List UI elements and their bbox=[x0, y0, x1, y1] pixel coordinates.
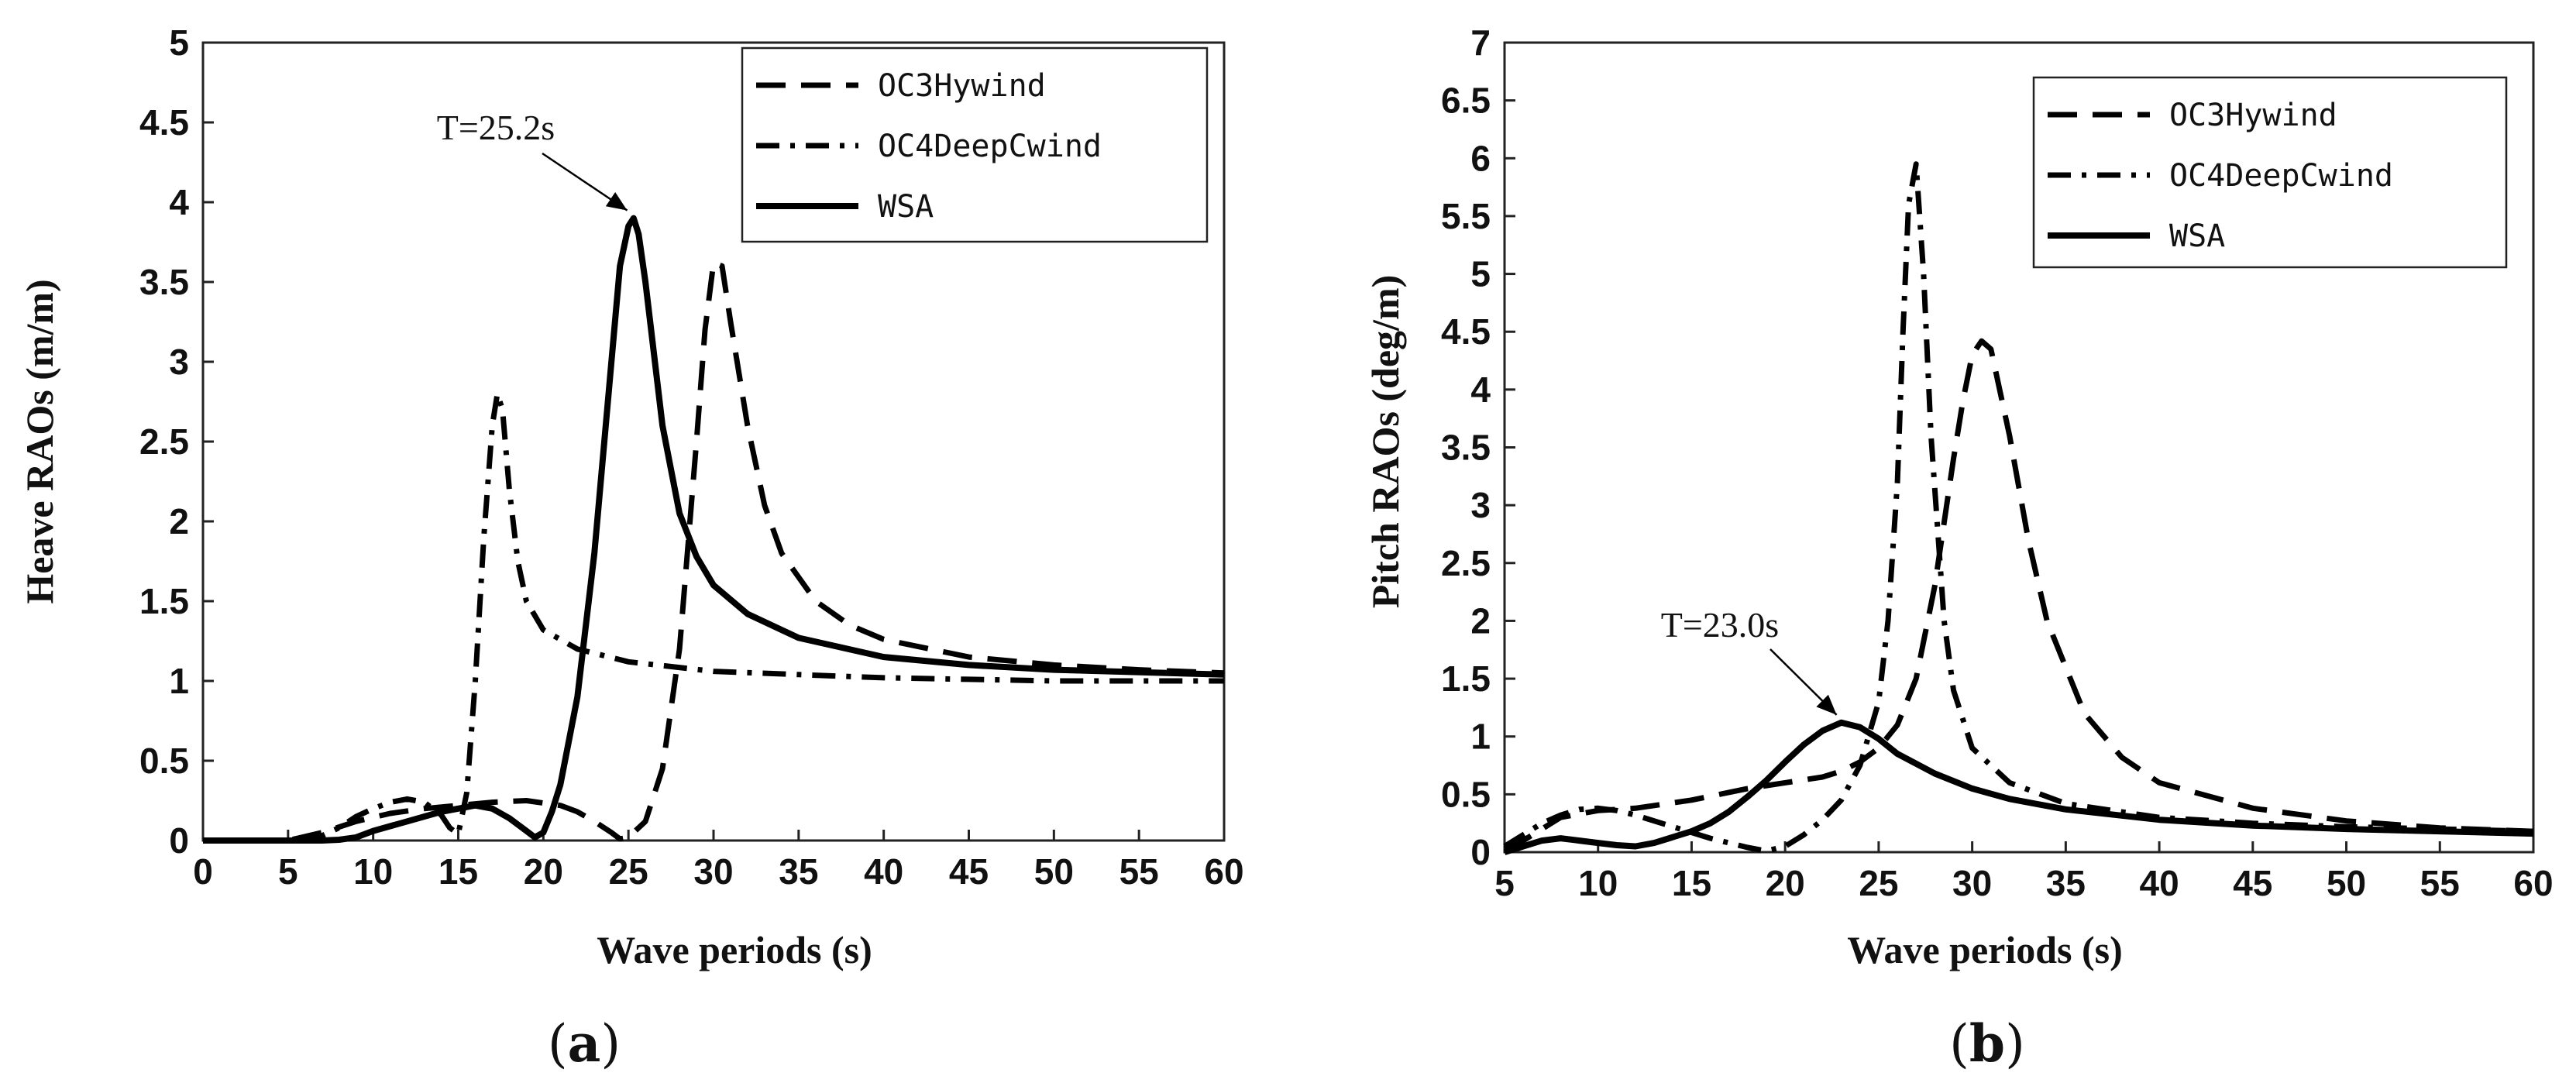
panel-a-y-axis-title: Heave RAOs (m/m) bbox=[18, 279, 61, 603]
panel-b-y-tick-label: 6.5 bbox=[1441, 81, 1491, 121]
panel-b-series-oc3hywind bbox=[1503, 338, 2534, 851]
panel-a-y-tick-label: 3 bbox=[169, 342, 189, 382]
panel-a-x-tick-label: 40 bbox=[864, 851, 903, 892]
panel-b-legend-label-oc4deepcwind: OC4DeepCwind bbox=[2169, 158, 2393, 194]
panel-a-y-tick-label: 0 bbox=[169, 820, 189, 861]
panel-a-heave-chart: Heave RAOs (m/m) Wave periods (s) (a) 0 5… bbox=[18, 22, 1244, 1074]
panel-a-legend-label-oc3hywind: OC3Hywind bbox=[878, 68, 1046, 104]
panel-b-y-tick-label: 7 bbox=[1470, 22, 1491, 63]
panel-b-x-tick-label: 35 bbox=[2046, 863, 2086, 903]
panel-b-x-tick-label: 55 bbox=[2420, 863, 2460, 903]
panel-b-x-tick-label: 50 bbox=[2327, 863, 2366, 903]
panel-b-caption: (b) bbox=[1949, 1013, 2025, 1074]
panel-a-y-tick-label: 2 bbox=[169, 501, 189, 542]
panel-b-x-axis-title: Wave periods (s) bbox=[1847, 928, 2123, 971]
panel-a-x-tick-label: 20 bbox=[524, 851, 563, 892]
panel-b-annotation-label: T=23.0s bbox=[1661, 605, 1779, 645]
panel-b-legend-label-oc3hywind: OC3Hywind bbox=[2169, 98, 2337, 133]
panel-a-annotation-label: T=25.2s bbox=[437, 108, 555, 147]
panel-a-x-tick-label: 60 bbox=[1204, 851, 1243, 892]
panel-a-x-tick-label: 55 bbox=[1119, 851, 1159, 892]
panel-a-y-tick-label: 1.5 bbox=[139, 581, 189, 621]
panel-b-y-tick-label: 3.5 bbox=[1441, 428, 1491, 468]
panel-b-legend-label-wsa: WSA bbox=[2169, 218, 2225, 254]
panel-b-x-tick-label: 15 bbox=[1672, 863, 1711, 903]
panel-a-x-tick-label: 50 bbox=[1034, 851, 1074, 892]
panel-a-x-tick-label: 30 bbox=[693, 851, 733, 892]
panel-b-x-tick-label: 10 bbox=[1578, 863, 1618, 903]
panel-b-series-oc4deepcwind bbox=[1503, 161, 2534, 854]
panel-b-x-tick-label: 30 bbox=[1952, 863, 1992, 903]
panel-a-annotation-arrowhead bbox=[605, 191, 628, 211]
panel-b-x-tick-label: 20 bbox=[1766, 863, 1805, 903]
panel-a-y-tick-label: 2.5 bbox=[139, 421, 189, 462]
panel-a-y-tick-label: 0.5 bbox=[139, 741, 189, 781]
panel-a-x-tick-label: 25 bbox=[609, 851, 648, 892]
panel-a-x-tick-label: 35 bbox=[779, 851, 818, 892]
panel-b-x-tick-label: 45 bbox=[2233, 863, 2272, 903]
panel-a-series-oc4deepcwind bbox=[203, 390, 1224, 844]
panel-a-y-tick-label: 4.5 bbox=[139, 102, 189, 143]
panel-b-x-tick-label: 40 bbox=[2140, 863, 2179, 903]
panel-b-annotation-arrowhead bbox=[1816, 694, 1837, 715]
panel-b-y-tick-label: 1 bbox=[1470, 717, 1491, 757]
panel-b-y-tick-label: 6 bbox=[1470, 138, 1491, 178]
panel-a-y-tick-label: 3.5 bbox=[139, 262, 189, 302]
panel-a-series-oc3hywind bbox=[203, 260, 1225, 844]
panel-b-x-tick-label: 25 bbox=[1859, 863, 1898, 903]
panel-b-y-tick-label: 2.5 bbox=[1441, 543, 1491, 583]
panel-a-x-tick-label: 10 bbox=[353, 851, 393, 892]
panel-a-series-wsa bbox=[203, 215, 1225, 844]
panel-a-caption: (a) bbox=[548, 1013, 621, 1074]
panel-b-series-wsa bbox=[1503, 719, 2534, 855]
panel-b-y-tick-label: 0 bbox=[1470, 832, 1491, 872]
panel-b-y-tick-label: 4.5 bbox=[1441, 311, 1491, 352]
panel-a-y-tick-label: 4 bbox=[169, 182, 189, 222]
panel-a-y-tick-label: 1 bbox=[169, 661, 189, 701]
panel-b-y-tick-label: 0.5 bbox=[1441, 774, 1491, 814]
panel-b-y-tick-label: 4 bbox=[1470, 370, 1491, 410]
panel-b-x-tick-label: 60 bbox=[2513, 863, 2553, 903]
panel-a-x-axis-title: Wave periods (s) bbox=[597, 928, 872, 971]
panel-b-y-tick-label: 5.5 bbox=[1441, 196, 1491, 236]
panel-a-legend-label-oc4deepcwind: OC4DeepCwind bbox=[878, 129, 1102, 164]
panel-a-x-tick-label: 45 bbox=[949, 851, 989, 892]
panel-a-x-tick-label: 15 bbox=[439, 851, 478, 892]
panel-b-y-tick-label: 1.5 bbox=[1441, 658, 1491, 699]
panel-a-x-tick-label: 5 bbox=[278, 851, 298, 892]
panel-a-x-tick-label: 0 bbox=[193, 851, 213, 892]
panel-b-y-tick-label: 5 bbox=[1470, 254, 1491, 294]
panel-a-legend-label-wsa: WSA bbox=[878, 189, 934, 225]
panel-b-y-tick-label: 3 bbox=[1470, 485, 1491, 525]
panel-a-y-tick-label: 5 bbox=[169, 22, 189, 63]
panel-b-pitch-chart: Pitch RAOs (deg/m) Wave periods (s) (b) … bbox=[1364, 22, 2554, 1074]
panel-b-y-axis-title: Pitch RAOs (deg/m) bbox=[1364, 275, 1407, 609]
panel-b-x-tick-label: 5 bbox=[1494, 863, 1515, 903]
panel-b-y-tick-label: 2 bbox=[1470, 600, 1491, 641]
